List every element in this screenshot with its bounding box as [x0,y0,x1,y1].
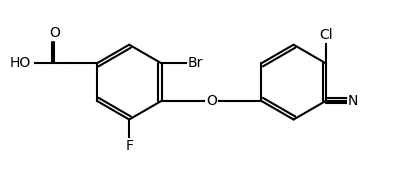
Text: O: O [206,94,217,108]
Text: Cl: Cl [319,28,333,42]
Text: Br: Br [187,56,203,70]
Text: O: O [49,26,60,40]
Text: N: N [348,94,358,108]
Text: F: F [125,139,133,153]
Text: HO: HO [10,56,31,70]
